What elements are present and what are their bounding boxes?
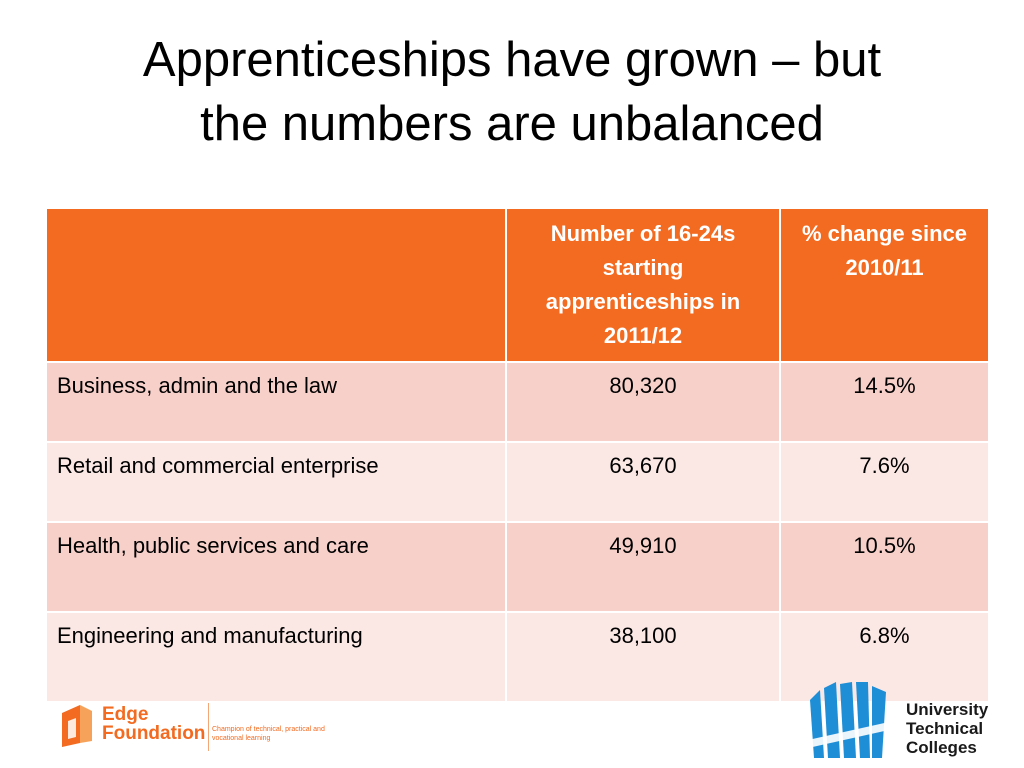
slide-title-line-2: the numbers are unbalanced bbox=[200, 97, 824, 151]
table-header-row: Number of 16-24s starting apprenticeship… bbox=[45, 207, 990, 363]
utc-stripes-icon bbox=[808, 682, 898, 758]
utc-wordmark-line-1: University bbox=[906, 700, 989, 719]
utc-wordmark: University Technical Colleges bbox=[906, 700, 988, 757]
edge-tagline: Champion of technical, practical and voc… bbox=[212, 726, 325, 742]
edge-wordmark: Edge Foundation bbox=[102, 705, 205, 743]
slide-title: Apprenticeships have grown – but the num… bbox=[40, 28, 984, 156]
apprenticeships-table: Number of 16-24s starting apprenticeship… bbox=[45, 207, 990, 703]
starts-cell: 49,910 bbox=[505, 521, 781, 613]
edge-wordmark-line-2: Foundation bbox=[102, 723, 206, 744]
header-sector bbox=[45, 207, 507, 363]
table-row: Retail and commercial enterprise 63,670 … bbox=[45, 441, 990, 523]
table-row: Engineering and manufacturing 38,100 6.8… bbox=[45, 611, 990, 703]
change-cell: 7.6% bbox=[779, 441, 990, 523]
utc-wordmark-line-2: Technical bbox=[906, 719, 984, 738]
slide-title-line-1: Apprenticeships have grown – but bbox=[142, 33, 882, 87]
utc-logo: University Technical Colleges bbox=[808, 680, 998, 760]
edge-foundation-icon bbox=[62, 705, 92, 747]
table-row: Business, admin and the law 80,320 14.5% bbox=[45, 361, 990, 443]
logo-divider bbox=[208, 703, 209, 751]
sector-cell: Business, admin and the law bbox=[45, 361, 507, 443]
header-change: % change since 2010/11 bbox=[779, 207, 990, 363]
starts-cell: 80,320 bbox=[505, 361, 781, 443]
utc-wordmark-line-3: Colleges bbox=[906, 738, 977, 757]
sector-cell: Engineering and manufacturing bbox=[45, 611, 507, 703]
starts-cell: 63,670 bbox=[505, 441, 781, 523]
table-row: Health, public services and care 49,910 … bbox=[45, 521, 990, 613]
sector-cell: Retail and commercial enterprise bbox=[45, 441, 507, 523]
edge-wordmark-line-1: Edge bbox=[102, 704, 149, 725]
change-cell: 10.5% bbox=[779, 521, 990, 613]
sector-cell: Health, public services and care bbox=[45, 521, 507, 613]
header-starts: Number of 16-24s starting apprenticeship… bbox=[505, 207, 781, 363]
edge-foundation-logo: Edge Foundation Champion of technical, p… bbox=[58, 703, 328, 753]
starts-cell: 38,100 bbox=[505, 611, 781, 703]
change-cell: 14.5% bbox=[779, 361, 990, 443]
